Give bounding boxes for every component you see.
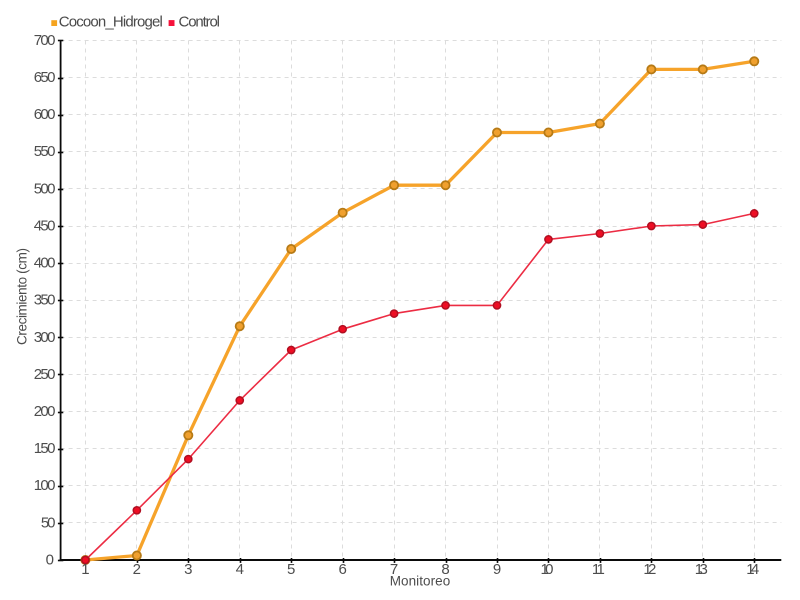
svg-text:11: 11 — [592, 561, 605, 578]
svg-text:Crecimiento (cm): Crecimiento (cm) — [15, 248, 30, 345]
svg-text:350: 350 — [34, 292, 56, 309]
svg-text:100: 100 — [34, 477, 56, 494]
svg-text:Cocoon_Hidrogel: Cocoon_Hidrogel — [59, 13, 163, 30]
svg-text:0: 0 — [46, 551, 54, 568]
svg-text:14: 14 — [746, 561, 759, 578]
svg-text:1: 1 — [81, 561, 89, 578]
svg-text:200: 200 — [34, 403, 56, 420]
svg-text:700: 700 — [34, 32, 56, 49]
svg-text:Monitoreo: Monitoreo — [390, 574, 451, 589]
svg-text:4: 4 — [236, 561, 244, 578]
svg-text:5: 5 — [287, 561, 295, 578]
svg-text:500: 500 — [34, 180, 56, 197]
svg-text:13: 13 — [695, 561, 708, 578]
svg-text:250: 250 — [34, 366, 56, 383]
svg-text:7: 7 — [390, 561, 398, 578]
svg-text:6: 6 — [338, 561, 346, 578]
svg-text:400: 400 — [34, 255, 56, 272]
svg-text:3: 3 — [184, 561, 192, 578]
svg-text:150: 150 — [34, 440, 56, 457]
svg-text:450: 450 — [34, 217, 56, 234]
svg-text:300: 300 — [34, 329, 56, 346]
svg-text:12: 12 — [643, 561, 656, 578]
svg-text:550: 550 — [34, 143, 56, 160]
svg-text:Control: Control — [179, 13, 221, 30]
svg-text:8: 8 — [441, 561, 449, 578]
svg-text:9: 9 — [493, 561, 501, 578]
svg-text:2: 2 — [133, 561, 141, 578]
svg-text:10: 10 — [540, 561, 553, 578]
svg-text:50: 50 — [41, 514, 56, 531]
svg-text:650: 650 — [34, 69, 56, 86]
svg-text:600: 600 — [34, 106, 56, 123]
